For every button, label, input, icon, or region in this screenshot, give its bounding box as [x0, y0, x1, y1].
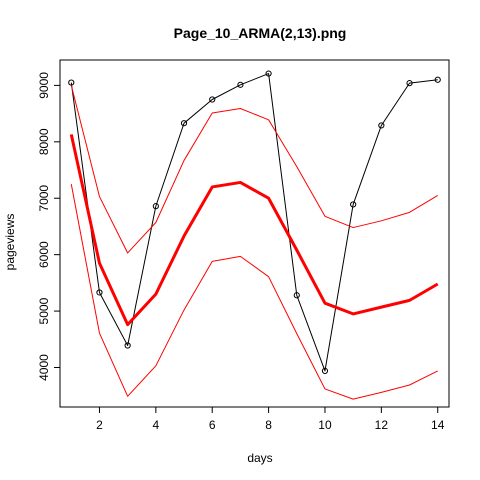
data-point-observed: [124, 342, 131, 349]
x-tick-label: 4: [152, 418, 159, 432]
y-tick-label: 7000: [37, 185, 51, 212]
x-tick-label: 14: [431, 418, 445, 432]
y-tick-label: 5000: [37, 297, 51, 324]
x-tick-label: 6: [209, 418, 216, 432]
data-point-observed: [321, 367, 329, 374]
data-point-observed: [180, 120, 188, 127]
data-point-observed: [237, 81, 244, 88]
series-line-forecast: [69, 134, 439, 327]
x-axis-label: days: [247, 451, 272, 465]
data-point-observed: [209, 96, 216, 103]
y-axis: 4000 5000 6000 7000 8000 9000: [37, 72, 60, 381]
x-axis: 2 4 6 8 10 12 14: [96, 407, 445, 432]
y-tick-label: 4000: [37, 354, 51, 381]
y-tick-label: 6000: [37, 241, 51, 268]
data-point-observed: [350, 201, 357, 208]
series-line-lower: [70, 184, 438, 400]
series-line-upper: [70, 85, 438, 254]
data-point-observed: [378, 122, 385, 129]
x-tick-label: 2: [96, 418, 103, 432]
y-tick-label: 9000: [37, 72, 51, 99]
data-point-observed: [68, 79, 75, 86]
data-point-observed: [265, 70, 272, 77]
data-point-observed: [434, 76, 441, 83]
y-tick-label: 8000: [37, 128, 51, 155]
y-axis-label: pageviews: [3, 214, 17, 271]
data-point-observed: [293, 292, 300, 299]
series-layer: [68, 70, 441, 400]
series-line-observed: [70, 73, 438, 372]
data-point-observed: [96, 289, 103, 296]
data-point-observed: [152, 203, 159, 210]
x-tick-label: 8: [265, 418, 272, 432]
x-tick-label: 10: [318, 418, 332, 432]
chart-title: Page_10_ARMA(2,13).png: [174, 25, 347, 41]
data-point-observed: [406, 80, 413, 87]
x-tick-label: 12: [375, 418, 389, 432]
plot-frame: [59, 59, 450, 408]
